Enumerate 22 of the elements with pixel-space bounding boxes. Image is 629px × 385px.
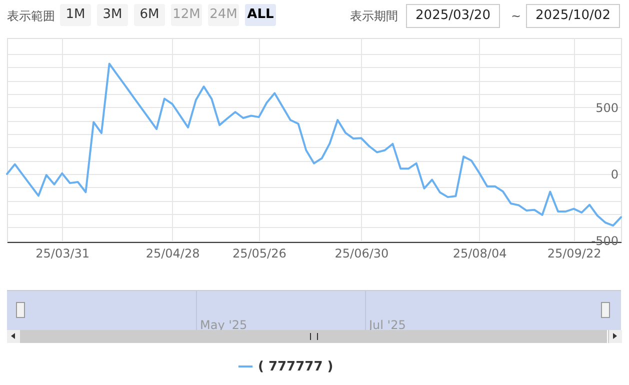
x-tick-label: 25/03/31 [36, 246, 90, 260]
text: 2025/03/20 [406, 4, 500, 28]
x-tick-label: 25/05/26 [232, 246, 286, 260]
text: May '25 [200, 318, 248, 332]
text: 2025/10/02 [526, 4, 620, 28]
text: 12M [171, 4, 202, 26]
text: 表示期間 [350, 8, 398, 25]
text: 3M [97, 4, 128, 26]
text: 24M [208, 4, 239, 26]
y-tick-label: 500 [596, 100, 618, 115]
text: 6M [134, 4, 165, 26]
text: 表示範囲 [7, 8, 55, 25]
legend-label: ( 777777 ) [258, 360, 334, 374]
text: ALL [245, 4, 276, 26]
x-tick-label: 25/04/28 [146, 246, 200, 260]
x-tick-label: 25/06/30 [334, 246, 389, 260]
line-series [6, 62, 622, 227]
text: 1M [60, 4, 91, 26]
x-tick-label: 25/08/04 [452, 246, 507, 260]
y-tick-label: 0 [610, 168, 618, 182]
text: ~ [511, 9, 522, 23]
x-tick-label: 25/09/22 [547, 246, 602, 260]
